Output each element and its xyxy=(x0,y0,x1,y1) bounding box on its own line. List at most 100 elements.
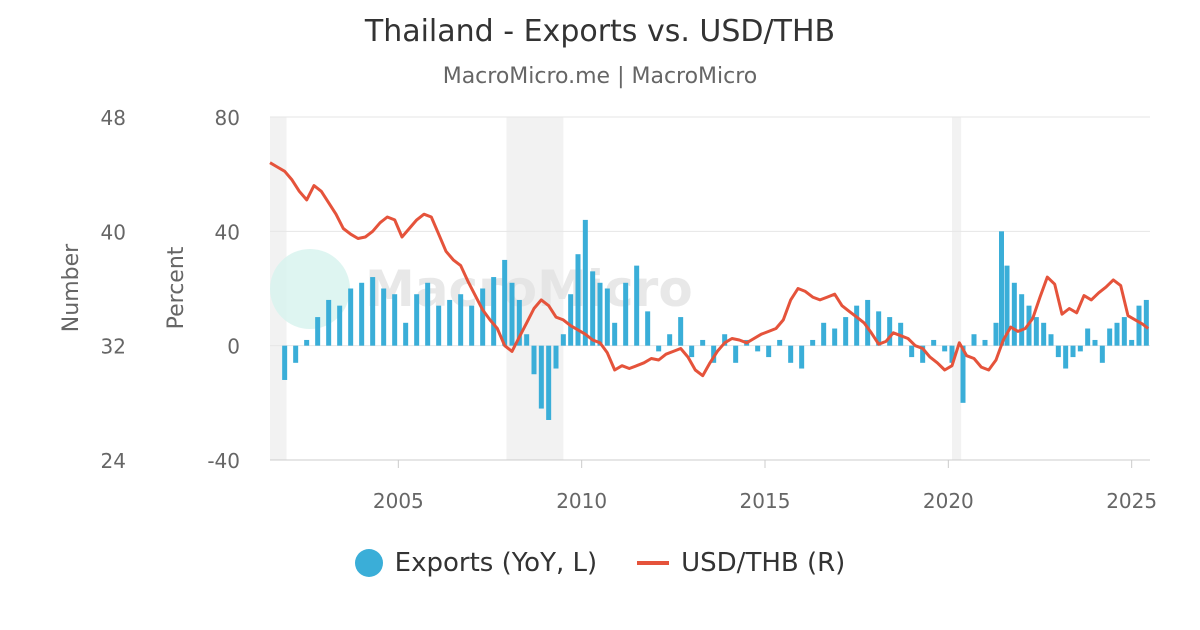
legend-item-exports[interactable]: Exports (YoY, L) xyxy=(354,548,598,578)
exports-bar xyxy=(359,282,365,346)
exports-bar xyxy=(799,345,805,369)
exports-bar xyxy=(531,345,537,375)
right-axis-label: Percent xyxy=(164,246,189,329)
exports-bar xyxy=(326,299,332,346)
exports-bar xyxy=(403,322,409,346)
exports-bar xyxy=(920,345,926,363)
exports-bar xyxy=(755,345,761,352)
chart-plot: MacroMicro 24 32 40 48 -40 0 40 80 2005 2010 201… xyxy=(59,106,1157,513)
exports-bar xyxy=(1055,345,1061,358)
exports-bar xyxy=(469,305,475,346)
right-axis-tick-label: 0 xyxy=(227,335,240,359)
exports-bar xyxy=(711,345,717,363)
exports-bar xyxy=(876,311,882,346)
exports-bar xyxy=(516,299,522,346)
right-axis-tick-label: 80 xyxy=(215,106,240,130)
x-axis-tick-label: 2010 xyxy=(556,489,607,513)
right-axis-tick-label: 40 xyxy=(215,220,240,244)
exports-bar xyxy=(999,231,1004,346)
exports-bar xyxy=(1136,305,1142,346)
exports-bar xyxy=(575,254,581,346)
usdthb-line xyxy=(269,161,1150,378)
exports-bar xyxy=(392,294,398,346)
exports-bar xyxy=(810,339,816,346)
left-axis-tick-label: 32 xyxy=(101,335,126,359)
exports-bar xyxy=(1019,294,1025,346)
exports-bars xyxy=(282,219,1149,420)
x-axis-tick-label: 2015 xyxy=(740,489,791,513)
exports-bar xyxy=(1107,328,1113,346)
exports-bar xyxy=(538,345,544,409)
exports-bar xyxy=(1099,345,1105,363)
exports-bar xyxy=(425,282,431,346)
exports-bar xyxy=(821,322,827,346)
exports-bar xyxy=(604,288,610,346)
exports-bar xyxy=(560,334,566,346)
exports-bar xyxy=(854,305,860,346)
exports-bar xyxy=(645,311,651,346)
exports-bar xyxy=(634,265,640,346)
exports-bar xyxy=(315,317,321,346)
legend-item-usdthb[interactable]: USD/THB (R) xyxy=(637,548,845,578)
exports-bar xyxy=(960,345,966,403)
left-axis-tick-label: 24 xyxy=(101,449,126,473)
left-axis-tick-label: 48 xyxy=(101,106,126,130)
exports-bar xyxy=(590,271,596,346)
exports-bar xyxy=(832,328,838,346)
exports-bar xyxy=(612,322,618,346)
usdthb-legend-icon xyxy=(637,561,670,565)
x-axis-tick-label: 2005 xyxy=(373,489,424,513)
exports-bar xyxy=(766,345,772,358)
exports-bar xyxy=(304,339,310,346)
exports-bar xyxy=(1129,339,1135,346)
exports-bar xyxy=(293,345,299,363)
exports-bar xyxy=(491,277,497,346)
exports-bar xyxy=(1041,322,1047,346)
exports-bar xyxy=(843,317,849,346)
exports-bar xyxy=(381,288,387,346)
exports-bar xyxy=(1114,322,1120,346)
exports-bar xyxy=(502,259,508,346)
exports-bar xyxy=(414,294,420,346)
exports-bar xyxy=(788,345,794,363)
exports-bar xyxy=(597,282,603,346)
chart-subtitle: MacroMicro.me | MacroMicro xyxy=(442,64,758,89)
right-axis-ticks: -40 0 40 80 xyxy=(207,106,240,473)
exports-bar xyxy=(1070,345,1076,358)
exports-bar xyxy=(689,345,695,358)
exports-bar xyxy=(1033,317,1039,346)
exports-bar xyxy=(480,288,486,346)
exports-legend-icon xyxy=(354,549,383,577)
exports-bar xyxy=(971,334,977,346)
exports-bar xyxy=(909,345,915,358)
left-axis-label: Number xyxy=(59,243,84,332)
shaded-period xyxy=(952,117,962,460)
shaded-period xyxy=(506,117,564,460)
exports-bar xyxy=(509,282,515,346)
left-axis-tick-label: 40 xyxy=(101,220,126,244)
exports-bar xyxy=(678,317,684,346)
x-axis-ticks: 2005 2010 2015 2020 2025 xyxy=(373,460,1157,513)
exports-bar xyxy=(582,219,588,346)
exports-bar xyxy=(436,305,442,346)
x-axis-tick-label: 2020 xyxy=(923,489,974,513)
watermark-text: MacroMicro xyxy=(365,260,693,318)
right-axis-tick-label: -40 xyxy=(207,449,240,473)
exports-bar xyxy=(887,317,893,346)
exports-bar xyxy=(1063,345,1069,369)
chart-legend: Exports (YoY, L) USD/THB (R) xyxy=(0,548,1200,578)
exports-bar xyxy=(370,277,376,346)
legend-label-usdthb: USD/THB (R) xyxy=(681,548,846,578)
exports-bar xyxy=(568,294,574,346)
exports-bar xyxy=(1121,317,1127,346)
exports-bar xyxy=(1077,345,1083,352)
exports-bar xyxy=(942,345,948,352)
exports-bar xyxy=(700,339,706,346)
legend-label-exports: Exports (YoY, L) xyxy=(394,548,598,578)
exports-bar xyxy=(993,322,999,346)
exports-bar xyxy=(1085,328,1091,346)
exports-bar xyxy=(1092,339,1098,346)
exports-bar xyxy=(733,345,739,363)
exports-bar xyxy=(1143,299,1149,346)
exports-bar xyxy=(949,345,955,363)
